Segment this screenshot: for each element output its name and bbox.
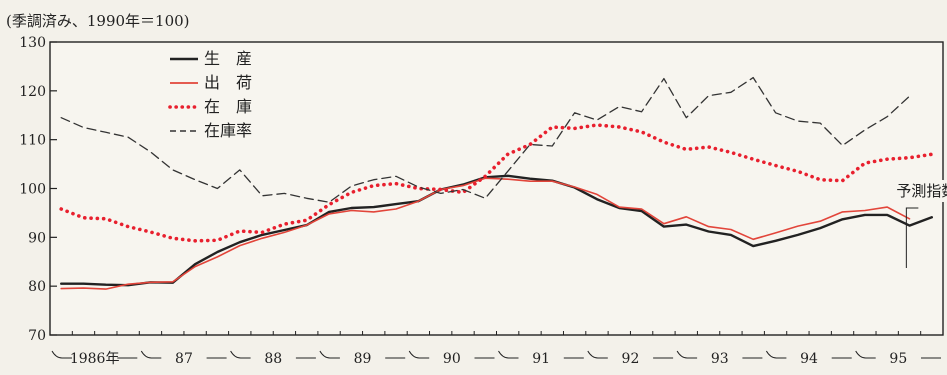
x-year-label: 94 <box>800 351 818 367</box>
year-bracket <box>765 350 787 359</box>
year-bracket <box>587 350 608 359</box>
legend-label-4: 在庫率 <box>204 121 252 140</box>
series-lines <box>59 76 934 290</box>
series-line-3 <box>59 123 934 243</box>
x-year-label: 90 <box>443 351 461 367</box>
y-tick-label: 130 <box>19 35 46 51</box>
series-line-4 <box>60 76 911 203</box>
plot-area <box>49 41 944 336</box>
y-tick-label: 100 <box>19 182 46 198</box>
legend-label-3: 在 庫 <box>204 97 252 116</box>
x-year-label: 89 <box>354 351 372 367</box>
x-year-label: 93 <box>711 351 729 367</box>
year-bracket <box>855 350 876 359</box>
year-bracket <box>230 350 251 359</box>
plot-frame <box>49 41 944 336</box>
y-tick-label: 80 <box>28 279 46 295</box>
year-bracket <box>498 350 519 359</box>
unit-note: (季調済み、1990年＝100) <box>6 12 190 30</box>
annotation-label: 予測指数 <box>896 182 947 200</box>
year-bracket <box>51 350 72 359</box>
x-year-label: 87 <box>175 351 193 367</box>
year-bracket <box>140 350 162 359</box>
annotation-bracket <box>905 207 919 268</box>
x-year-label: 92 <box>622 351 640 367</box>
axes: 70 80 90 100 110 120 130 1986年 87 88 89 90 91 92 93 94 9… <box>19 35 944 367</box>
x-year-label: 1986年 <box>70 351 120 367</box>
legend-label-2: 出 荷 <box>204 73 252 92</box>
legend-label-1: 生 産 <box>204 49 252 68</box>
y-tick-label: 70 <box>28 328 46 344</box>
year-bracket <box>319 350 340 359</box>
x-year-label: 95 <box>889 351 907 367</box>
x-year-label: 88 <box>264 351 282 367</box>
series-line-1 <box>60 174 933 287</box>
y-tick-label: 90 <box>28 230 46 246</box>
annotation-bg <box>892 180 947 202</box>
y-tick-label: 110 <box>19 133 46 149</box>
forecast-annotation: 予測指数 <box>892 180 947 268</box>
y-tick-label: 120 <box>19 84 46 100</box>
year-bracket <box>408 350 430 359</box>
year-bracket <box>676 350 698 359</box>
x-year-label: 91 <box>532 351 550 367</box>
